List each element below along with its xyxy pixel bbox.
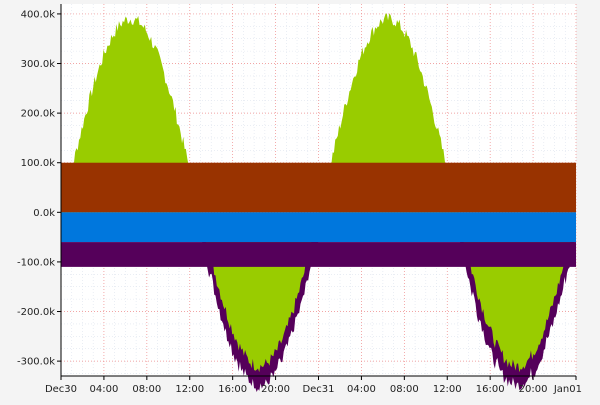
x-tick-label: 04:00 bbox=[90, 384, 119, 395]
x-tick-label: 20:00 bbox=[261, 384, 290, 395]
x-tick-label: 12:00 bbox=[175, 384, 204, 395]
series-brown-band bbox=[61, 162, 576, 213]
y-tick-label: -100.0k bbox=[17, 257, 55, 268]
tick-labels: 400.0k 300.0k 200.0k 100.0k 0.0k -100.0k -200.… bbox=[17, 9, 582, 395]
x-tick-label: 04:00 bbox=[347, 384, 376, 395]
y-tick-label: 400.0k bbox=[21, 9, 56, 20]
x-tick-label: 16:00 bbox=[476, 384, 505, 395]
x-tick-label: 08:00 bbox=[390, 384, 419, 395]
y-tick-label: 100.0k bbox=[21, 158, 56, 169]
y-tick-label: 300.0k bbox=[21, 59, 56, 70]
x-tick-label: 12:00 bbox=[433, 384, 462, 395]
x-tick-label: 08:00 bbox=[132, 384, 161, 395]
series-purple-band bbox=[61, 242, 576, 267]
x-tick-label: 20:00 bbox=[519, 384, 548, 395]
y-tick-label: 200.0k bbox=[21, 109, 56, 120]
y-tick-label: -300.0k bbox=[17, 357, 55, 368]
x-tick-label: 16:00 bbox=[218, 384, 247, 395]
x-tick-label: Dec30 bbox=[45, 384, 77, 395]
x-tick-label: Jan01 bbox=[553, 384, 582, 395]
y-tick-label: -200.0k bbox=[17, 307, 55, 318]
series-layer bbox=[61, 13, 576, 392]
y-tick-label: 0.0k bbox=[33, 208, 55, 219]
series-blue-band bbox=[61, 212, 576, 243]
x-tick-label: Dec31 bbox=[302, 384, 334, 395]
